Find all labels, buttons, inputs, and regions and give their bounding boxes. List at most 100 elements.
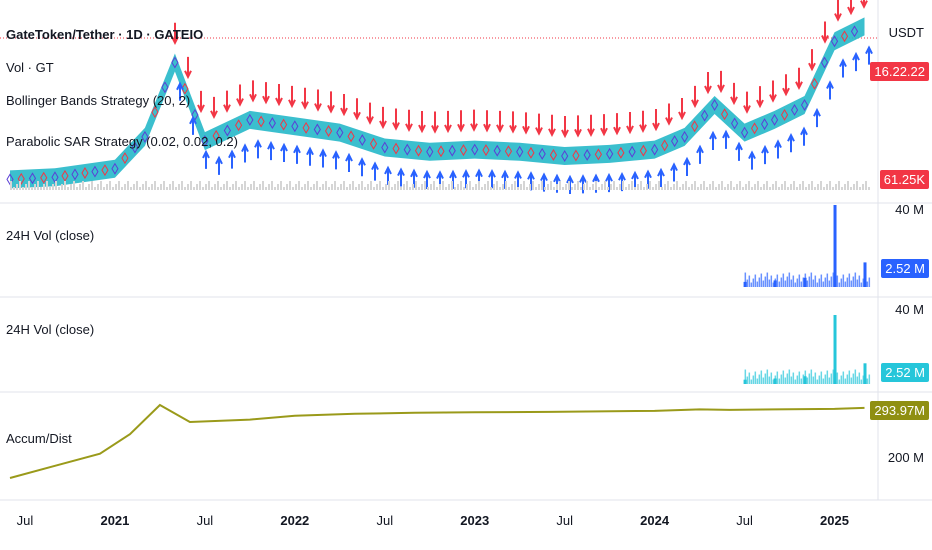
volume-bar — [721, 181, 723, 190]
volume-bar — [745, 184, 747, 190]
volume-bar — [358, 184, 360, 190]
volume-bar — [124, 184, 126, 190]
vol-1-bar — [852, 276, 855, 287]
vol-1-bar — [792, 275, 795, 287]
vol-pane-1-label[interactable]: 24H Vol (close) — [6, 228, 95, 243]
volume-bar — [382, 187, 384, 190]
volume-bar — [19, 181, 21, 190]
vol-2-bar — [852, 373, 855, 384]
x-tick-label: 2022 — [280, 513, 310, 528]
volume-bar — [481, 187, 483, 190]
volume-bar — [598, 187, 600, 190]
volume-bar — [424, 181, 426, 190]
sar-down-arrow — [340, 94, 348, 117]
volume-bar — [22, 187, 24, 190]
volume-bar — [688, 187, 690, 190]
vol-pane-2-badge: 2.52 M — [881, 363, 929, 382]
volume-badge: 61.25K — [879, 170, 929, 189]
vol-2-bar — [833, 315, 837, 384]
volume-bar — [613, 181, 615, 190]
x-tick-label: Jul — [16, 513, 34, 528]
volume-bar — [76, 187, 78, 190]
volume-bar — [655, 184, 657, 190]
volume-bar — [463, 187, 465, 190]
ad-pane-label[interactable]: Accum/Dist — [6, 431, 72, 446]
volume-bar — [304, 184, 306, 190]
band-marker — [594, 148, 602, 161]
vol-2-bar — [764, 373, 767, 384]
volume-bar — [775, 181, 777, 190]
vol-1-bar — [806, 280, 809, 287]
volume-bar — [121, 187, 123, 190]
volume-bar — [532, 181, 534, 190]
band-marker — [617, 146, 625, 159]
band-marker — [17, 172, 25, 185]
volume-bar — [667, 181, 669, 190]
vol-1-bar — [748, 275, 751, 287]
volume-bar — [484, 184, 486, 190]
bollinger-band — [10, 17, 865, 189]
volume-bar — [574, 184, 576, 190]
vol-2-bar — [786, 373, 789, 384]
volume-bar — [157, 187, 159, 190]
volume-bar — [385, 184, 387, 190]
volume-bar — [682, 184, 684, 190]
volume-bar — [715, 187, 717, 190]
vol-2-bar — [804, 370, 807, 384]
volume-bar — [784, 181, 786, 190]
volume-bar — [421, 184, 423, 190]
vol-1-bar — [782, 273, 785, 287]
volume-bar — [361, 181, 363, 190]
volume-bar — [586, 181, 588, 190]
vol-1-bar — [866, 281, 869, 287]
sar-down-arrow — [379, 106, 387, 130]
band-marker — [212, 129, 220, 142]
band-marker — [651, 143, 659, 156]
symbol-title[interactable]: GateToken/Tether · 1D · GATEIO — [6, 27, 204, 42]
volume-bar — [742, 187, 744, 190]
band-marker — [151, 106, 159, 119]
volume-bar — [313, 184, 315, 190]
band-marker — [711, 99, 719, 111]
volume-bar — [475, 184, 477, 190]
vol-2-bar — [824, 374, 827, 384]
sar-up-arrow — [748, 150, 756, 170]
volume-bar — [379, 181, 381, 190]
volume-bar — [283, 187, 285, 190]
vol-1-bar — [832, 272, 835, 287]
vol-1-bar — [816, 282, 819, 287]
volume-bar — [766, 181, 768, 190]
volume-bar — [37, 181, 39, 190]
volume-bar — [205, 184, 207, 190]
volume-bar — [442, 181, 444, 190]
indicator-psar-label[interactable]: Parabolic SAR Strategy (0.02, 0.02, 0.2) — [6, 134, 238, 149]
vol-1-bar — [850, 280, 853, 287]
indicator-vol-label[interactable]: Vol · GT — [6, 60, 54, 75]
vol-2-bar — [830, 373, 833, 384]
currency-label[interactable]: USDT — [888, 25, 924, 40]
vol-2-bar — [818, 375, 821, 384]
vol-1-bar — [778, 281, 781, 287]
volume-bar — [472, 187, 474, 190]
sar-down-arrow — [678, 97, 686, 121]
band-marker — [81, 167, 89, 179]
volume-bar — [397, 181, 399, 190]
volume-bar — [631, 181, 633, 190]
band-marker — [181, 82, 189, 95]
x-tick-label: 2021 — [100, 513, 130, 528]
band-marker — [740, 126, 749, 139]
volume-bar — [85, 187, 87, 190]
vol-1-bar — [818, 278, 821, 287]
volume-bar — [106, 184, 108, 190]
band-marker — [403, 143, 411, 156]
volume-bar — [781, 184, 783, 190]
vol-1-bar — [762, 280, 765, 287]
volume-bar — [364, 187, 366, 190]
vol-pane-2-label[interactable]: 24H Vol (close) — [6, 322, 95, 337]
volume-bar — [607, 187, 609, 190]
band-marker — [790, 103, 799, 116]
indicator-bb-label[interactable]: Bollinger Bands Strategy (20, 2) — [6, 93, 191, 108]
sar-up-arrow — [215, 155, 223, 175]
band-marker — [336, 126, 344, 139]
